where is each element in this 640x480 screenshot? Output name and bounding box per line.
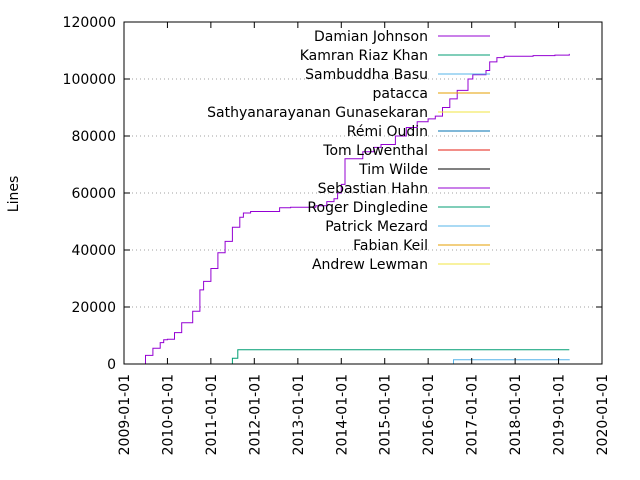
series-line-0 [143, 53, 570, 365]
legend-label: Sebastian Hahn [318, 181, 428, 197]
x-tick-label: 2016-01-01 [421, 374, 437, 455]
legend-label: patacca [372, 86, 428, 102]
plot-frame [123, 21, 603, 365]
axes: 0 20000 40000 60000 80000 100000 120000 2009-01… [63, 15, 611, 455]
y-tick-label: 40000 [71, 243, 116, 259]
legend-label: Andrew Lewman [312, 257, 428, 273]
y-tick-label: 100000 [63, 72, 116, 88]
y-tick-label: 80000 [71, 129, 116, 145]
y-tick-label: 60000 [71, 186, 116, 202]
x-tick-label: 2014-01-01 [334, 374, 350, 455]
y-tick-label: 0 [107, 357, 116, 373]
legend-label: Fabian Keil [353, 238, 428, 254]
x-tick-label: 2013-01-01 [291, 374, 307, 455]
legend-label: Rémi Oudin [347, 124, 428, 140]
legend-label: Tom Lowenthal [322, 143, 428, 159]
x-tick-label: 2020-01-01 [595, 374, 611, 455]
x-tick-label: 2019-01-01 [552, 374, 568, 455]
legend-label: Patrick Mezard [325, 219, 428, 235]
legend-label: Sathyanarayanan Gunasekaran [207, 105, 428, 121]
legend-label: Roger Dingledine [307, 200, 428, 216]
legend: Damian Johnson Kamran Riaz Khan Sambuddha … [207, 29, 490, 273]
x-tick-label: 2012-01-01 [247, 374, 263, 455]
x-tick-label: 2011-01-01 [204, 374, 220, 455]
y-tick-label: 120000 [63, 15, 116, 31]
x-tick-label: 2018-01-01 [508, 374, 524, 455]
legend-label: Damian Johnson [314, 29, 428, 45]
x-tick-label: 2017-01-01 [465, 374, 481, 455]
x-tick-label: 2010-01-01 [160, 374, 176, 455]
y-axis-label: Lines [6, 176, 22, 212]
x-tick-label: 2015-01-01 [378, 374, 394, 455]
x-tick-label: 2009-01-01 [117, 374, 133, 455]
legend-label: Sambuddha Basu [305, 67, 428, 83]
legend-label: Kamran Riaz Khan [300, 48, 428, 64]
y-tick-label: 20000 [71, 300, 116, 316]
legend-label: Tim Wilde [358, 162, 428, 178]
